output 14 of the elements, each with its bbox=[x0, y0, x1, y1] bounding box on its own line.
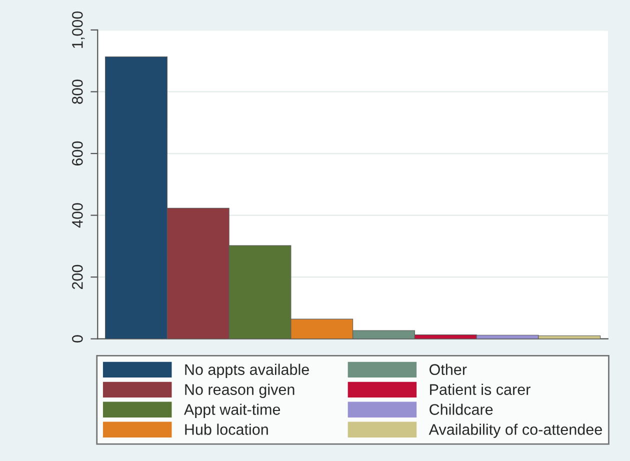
y-tick-label: 400 bbox=[72, 203, 83, 228]
legend-label: Hub location bbox=[185, 424, 268, 435]
y-tick-label: 200 bbox=[72, 264, 83, 290]
legend-label: Other bbox=[430, 364, 467, 375]
legend-label: Childcare bbox=[430, 404, 493, 415]
y-tick-label: 600 bbox=[72, 141, 83, 166]
legend-label: No appts available bbox=[185, 364, 309, 378]
legend-label: Patient is carer bbox=[430, 384, 530, 395]
legend-label: Availability of co-attendee bbox=[428, 424, 602, 438]
legend-label: Appt wait-time bbox=[184, 404, 280, 418]
y-tick-label: 1,000 bbox=[72, 11, 85, 48]
y-tick-label: 800 bbox=[72, 80, 83, 104]
y-tick-label: 0 bbox=[72, 335, 83, 342]
legend-label: No reason given bbox=[185, 384, 294, 398]
